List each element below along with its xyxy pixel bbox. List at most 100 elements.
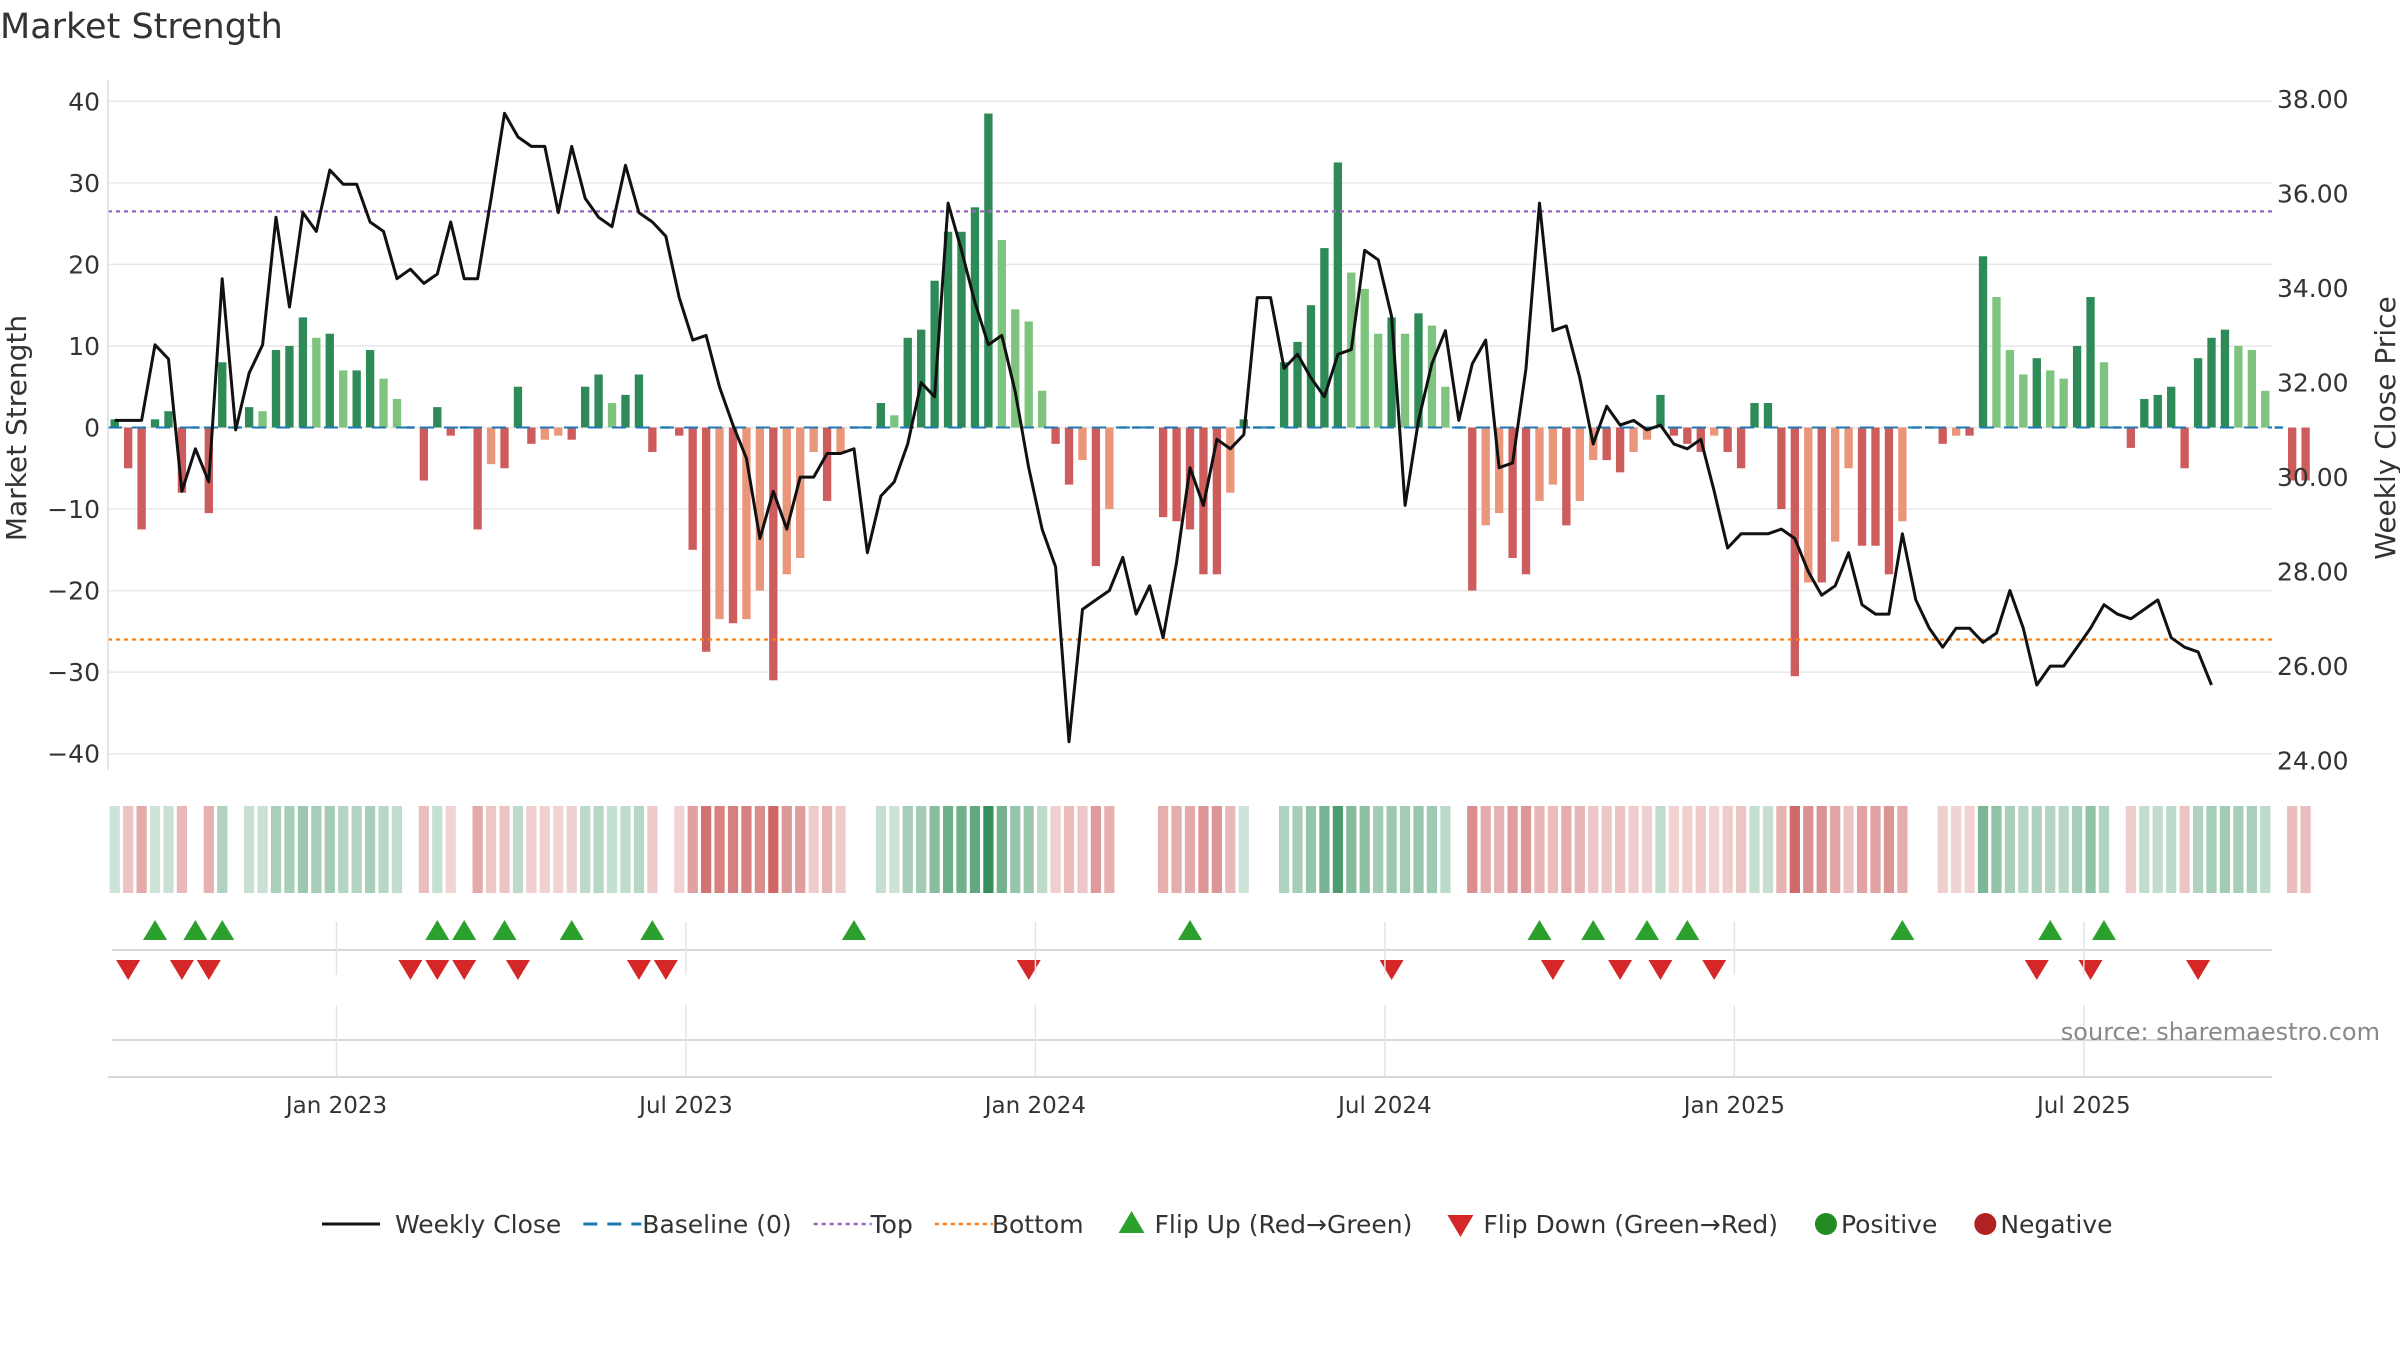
flip-down-marker — [2186, 960, 2211, 980]
strength-bar — [406, 426, 415, 429]
strength-bar — [957, 231, 966, 428]
heat-strip-cell — [311, 806, 322, 893]
strength-bar — [1710, 427, 1719, 436]
flip-down-marker — [425, 960, 450, 980]
flip-down-marker — [116, 960, 141, 980]
heat-strip-cell — [942, 806, 954, 893]
strength-heat-strip — [109, 806, 2311, 893]
heat-strip-cell — [1050, 806, 1061, 893]
heat-strip-cell — [1641, 806, 1653, 893]
heat-strip-cell — [1359, 806, 1370, 893]
heat-strip-cell — [2246, 806, 2257, 893]
heat-strip-cell — [230, 806, 241, 893]
y-tick-right-label: 38.00 — [2277, 85, 2349, 114]
heat-strip-cell — [701, 806, 712, 893]
strength-bar — [715, 427, 724, 620]
heat-strip-cell — [1131, 806, 1142, 893]
strength-bar — [137, 427, 146, 530]
heat-strip-cell — [217, 806, 228, 893]
legend-label: Bottom — [992, 1210, 1084, 1239]
flip-down-marker — [169, 960, 194, 980]
strength-bar — [688, 427, 697, 550]
heat-strip-cell — [499, 806, 510, 893]
y-tick-right-label: 28.00 — [2277, 558, 2349, 587]
strength-bar — [984, 113, 993, 428]
heat-strip-cell — [1507, 806, 1518, 893]
flip-up-marker — [559, 920, 584, 940]
strength-bar — [2261, 390, 2270, 428]
strength-bar — [2086, 297, 2095, 428]
strength-bar — [809, 427, 818, 452]
heat-strip-cell — [1144, 806, 1155, 893]
strength-bar — [392, 398, 402, 428]
heat-strip-cell — [432, 806, 443, 893]
source-credit: source: sharemaestro.com — [2061, 1018, 2380, 1046]
strength-bar — [433, 407, 442, 428]
heat-strip-cell — [741, 806, 752, 893]
heat-strip-cell — [2179, 806, 2190, 893]
strength-bar — [1172, 427, 1181, 522]
strength-bar — [244, 407, 254, 428]
strength-bar — [997, 239, 1006, 428]
heat-strip-cell — [176, 806, 188, 893]
heat-strip-cell — [889, 806, 900, 893]
strength-bar — [1750, 403, 1759, 428]
legend-label: Positive — [1841, 1210, 1937, 1239]
heat-strip-cell — [727, 806, 739, 893]
heat-strip-cell — [1158, 806, 1169, 893]
heat-strip-cell — [1843, 806, 1854, 893]
heat-strip-cell — [2058, 806, 2069, 893]
heat-strip-cell — [1722, 806, 1733, 893]
heat-strip-cell — [674, 806, 685, 893]
heat-strip-cell — [1803, 806, 1814, 893]
heat-strip-cell — [687, 806, 698, 893]
heat-strip-cell — [633, 806, 645, 893]
strength-bar — [675, 427, 684, 436]
y-tick-right-label: 24.00 — [2277, 747, 2349, 776]
strength-bar — [473, 427, 482, 530]
heat-strip-cell — [768, 806, 779, 893]
strength-bar — [1105, 427, 1114, 510]
heat-strip-cell — [1520, 806, 1532, 893]
strength-bar — [1387, 317, 1396, 428]
flip-down-marker — [626, 960, 651, 980]
strength-bar — [1333, 162, 1343, 428]
strength-bar — [648, 427, 657, 452]
y-axis-right-label: Weekly Close Price — [2369, 296, 2400, 559]
strength-bar — [150, 419, 160, 428]
flip-up-marker — [2038, 920, 2063, 940]
heat-strip-cell — [553, 806, 564, 893]
heat-strip-cell — [848, 806, 860, 893]
legend-label: Flip Down (Green→Red) — [1483, 1210, 1778, 1239]
strength-bar — [742, 427, 751, 620]
strength-bar — [2180, 427, 2189, 469]
strength-bar — [1951, 427, 1961, 436]
weekly-close-line — [114, 111, 2213, 744]
heat-strip-cell — [1910, 806, 1921, 893]
strength-bar — [110, 419, 119, 428]
strength-bar — [1374, 333, 1383, 428]
strength-bar — [1777, 427, 1786, 510]
strength-bar — [2193, 358, 2203, 428]
heat-strip-cell — [1830, 806, 1841, 893]
strength-bar — [123, 427, 133, 469]
heat-strip-cell — [969, 806, 981, 893]
heat-strip-cell — [1453, 806, 1464, 893]
strength-bar — [446, 427, 455, 436]
strength-bar — [486, 427, 496, 465]
legend-swatch-negative — [1974, 1213, 1997, 1235]
heat-strip-cell — [660, 806, 671, 893]
strength-bar — [1656, 394, 1665, 428]
heat-strip-cell — [1762, 806, 1774, 893]
strength-bar — [1037, 390, 1047, 428]
heat-strip-cell — [1789, 806, 1800, 893]
heat-strip-cell — [2192, 806, 2204, 893]
heat-strip-cell — [1749, 806, 1760, 893]
strength-bar — [1441, 386, 1450, 428]
strength-bar — [2234, 345, 2243, 428]
strength-bar — [285, 345, 294, 428]
heat-strip-cell — [2273, 806, 2284, 893]
strength-bar — [298, 317, 308, 428]
heat-strip-cell — [1467, 806, 1478, 893]
heat-strip-cell — [244, 806, 255, 893]
